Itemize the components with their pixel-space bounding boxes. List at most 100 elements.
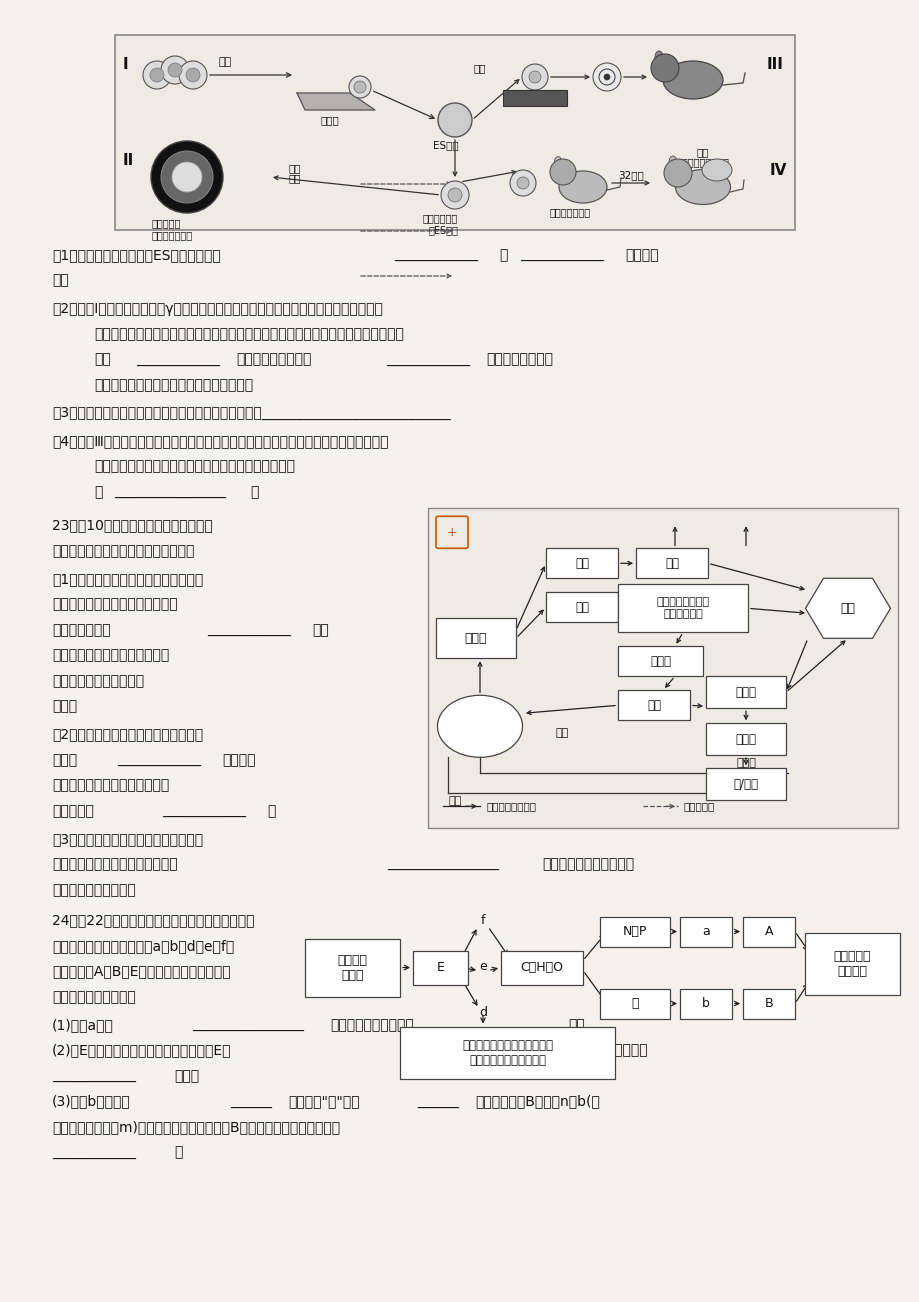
- Text: 带有遗传标记: 带有遗传标记: [423, 214, 458, 223]
- Circle shape: [348, 76, 370, 98]
- Bar: [705, 724, 785, 755]
- Text: 不同颜色的胚胎: 不同颜色的胚胎: [152, 230, 193, 240]
- Text: 饲料: 饲料: [840, 602, 855, 615]
- Text: C，H，O: C，H，O: [520, 961, 563, 974]
- Text: ________________: ________________: [387, 858, 498, 871]
- Ellipse shape: [559, 171, 607, 203]
- Bar: [545, 548, 618, 578]
- Bar: [743, 988, 794, 1018]
- Text: ____________: ____________: [52, 1146, 136, 1160]
- Text: 表小分子，A、B、E代表不同的生物大分子，: 表小分子，A、B、E代表不同的生物大分子，: [52, 965, 231, 979]
- Bar: [400, 1026, 614, 1078]
- Text: 谷物: 谷物: [574, 557, 588, 570]
- Circle shape: [151, 141, 222, 214]
- Circle shape: [516, 177, 528, 189]
- Circle shape: [161, 151, 213, 203]
- Text: ______: ______: [509, 1018, 551, 1032]
- Text: N，P: N，P: [622, 924, 646, 937]
- Bar: [804, 932, 899, 995]
- Text: 起系统的失衡与破坏。: 起系统的失衡与破坏。: [52, 883, 136, 897]
- Text: 饲养层: 饲养层: [321, 115, 339, 125]
- Text: (1)物质a表示: (1)物质a表示: [52, 1018, 114, 1032]
- Bar: [705, 676, 785, 708]
- Circle shape: [593, 62, 620, 91]
- Text: ____________: ____________: [386, 353, 470, 367]
- Text: （2）过程Ⅰ将胚胎干细胞置于γ射线灭活的鼠胎儿成纤维细胞的饲养层上，并加入动物血: （2）过程Ⅰ将胚胎干细胞置于γ射线灭活的鼠胎儿成纤维细胞的饲养层上，并加入动物血: [52, 302, 382, 315]
- Bar: [503, 90, 566, 105]
- Text: 副产品: 副产品: [735, 758, 755, 768]
- Text: （1）图中的胚胎干细胞（ES细胞）可以从: （1）图中的胚胎干细胞（ES细胞）可以从: [52, 247, 221, 262]
- Text: ____________: ____________: [117, 753, 200, 767]
- Text: 原理。: 原理。: [52, 699, 77, 713]
- Circle shape: [550, 159, 575, 185]
- Circle shape: [179, 61, 207, 89]
- Text: 免疫缺陷的小鼠: 免疫缺陷的小鼠: [549, 207, 590, 217]
- Text: 褪毛基因: 褪毛基因: [523, 92, 546, 103]
- Text: d: d: [479, 1006, 486, 1019]
- Text: ____________: ____________: [393, 247, 478, 262]
- Ellipse shape: [701, 159, 732, 181]
- Text: 。同: 。同: [312, 622, 328, 637]
- Text: A: A: [764, 924, 772, 937]
- Text: (2)若E是植物细胞中特有的储能物质，则E是: (2)若E是植物细胞中特有的储能物质，则E是: [52, 1044, 232, 1057]
- Bar: [413, 950, 468, 984]
- Text: II: II: [123, 154, 134, 168]
- Text: ____________: ____________: [207, 622, 290, 637]
- Text: 。: 。: [267, 803, 275, 818]
- Text: 转染: 转染: [473, 62, 486, 73]
- Bar: [679, 917, 732, 947]
- Polygon shape: [805, 578, 890, 638]
- Text: 染色: 染色: [289, 173, 301, 184]
- Circle shape: [161, 56, 188, 85]
- Text: 料问题的同时，还可以节省林木、: 料问题的同时，还可以节省林木、: [52, 598, 177, 612]
- Text: 态系统的组成成分，生态系统的: 态系统的组成成分，生态系统的: [52, 779, 169, 793]
- Bar: [427, 508, 897, 828]
- Text: 病毒的主要
组成成分: 病毒的主要 组成成分: [833, 949, 870, 978]
- Text: ____________: ____________: [519, 247, 604, 262]
- Circle shape: [651, 53, 678, 82]
- Text: b: b: [701, 997, 709, 1010]
- Circle shape: [437, 103, 471, 137]
- Text: 保护植被、减轻: 保护植被、减轻: [52, 622, 110, 637]
- Bar: [635, 548, 708, 578]
- Text: III: III: [766, 57, 783, 72]
- Text: 态工程示意图。请据图回答下列问题：: 态工程示意图。请据图回答下列问题：: [52, 544, 194, 557]
- Text: 输出到市场: 输出到市场: [683, 801, 714, 811]
- Text: 加工: 加工: [664, 557, 678, 570]
- Ellipse shape: [668, 156, 676, 168]
- Text: ____________: ____________: [136, 353, 220, 367]
- Text: 32天后: 32天后: [618, 171, 643, 180]
- Bar: [705, 768, 785, 801]
- Text: 24、（22分）如图所示的图解表示构成生物体的元: 24、（22分）如图所示的图解表示构成生物体的元: [52, 914, 255, 927]
- Text: 取。: 取。: [52, 273, 69, 288]
- Text: 细胞分化和细胞凋亡的机理具有重要意义。: 细胞分化和细胞凋亡的机理具有重要意义。: [94, 378, 253, 392]
- Text: ，若超过相应限度，会引: ，若超过相应限度，会引: [541, 858, 633, 871]
- Text: E: E: [437, 961, 444, 974]
- Ellipse shape: [675, 169, 730, 204]
- Text: f: f: [481, 914, 484, 927]
- Text: 沼液: 沼液: [555, 728, 569, 738]
- Text: （1）沼气池的建立在有效的解决农村燃: （1）沼气池的建立在有效的解决农村燃: [52, 572, 203, 586]
- Text: 鱼/螺池: 鱼/螺池: [732, 777, 757, 790]
- Text: 。该过程对于研究: 。该过程对于研究: [485, 353, 552, 367]
- Bar: [618, 646, 702, 676]
- Text: （4）过程Ⅲ是培育转基因小鼠，将获得的目的基因导入胚胎干细胞之前需构建基因表达载: （4）过程Ⅲ是培育转基因小鼠，将获得的目的基因导入胚胎干细胞之前需构建基因表达载: [52, 434, 388, 448]
- Circle shape: [142, 61, 171, 89]
- Text: ______: ______: [463, 1044, 505, 1057]
- Circle shape: [186, 68, 199, 82]
- Text: a: a: [701, 924, 709, 937]
- Text: ，加入抗生素是为了: ，加入抗生素是为了: [236, 353, 311, 367]
- Text: 体，将构建好的表达载体导入胚胎干细胞最常用的方法: 体，将构建好的表达载体导入胚胎干细胞最常用的方法: [94, 460, 295, 474]
- Bar: [618, 585, 747, 633]
- Circle shape: [354, 81, 366, 92]
- Text: 。除了生: 。除了生: [221, 753, 255, 767]
- Text: 物质在系统内流动: 物质在系统内流动: [485, 801, 536, 811]
- Circle shape: [521, 64, 548, 90]
- Text: 青贮、氨化处理，
食用菌培养基: 青贮、氨化处理， 食用菌培养基: [656, 598, 709, 618]
- Bar: [679, 988, 732, 1018]
- Text: （2）从生态系统的组成成分来看，蓝绿: （2）从生态系统的组成成分来看，蓝绿: [52, 728, 203, 741]
- Text: 素、化合物及其作用，其中a、b、d、e、f代: 素、化合物及其作用，其中a、b、d、e、f代: [52, 939, 234, 953]
- Circle shape: [604, 74, 609, 79]
- Text: 请据图回答下列问题：: 请据图回答下列问题：: [52, 990, 136, 1004]
- Text: 23、（10分）下图为窦店村综合发展生: 23、（10分）下图为窦店村综合发展生: [52, 518, 212, 533]
